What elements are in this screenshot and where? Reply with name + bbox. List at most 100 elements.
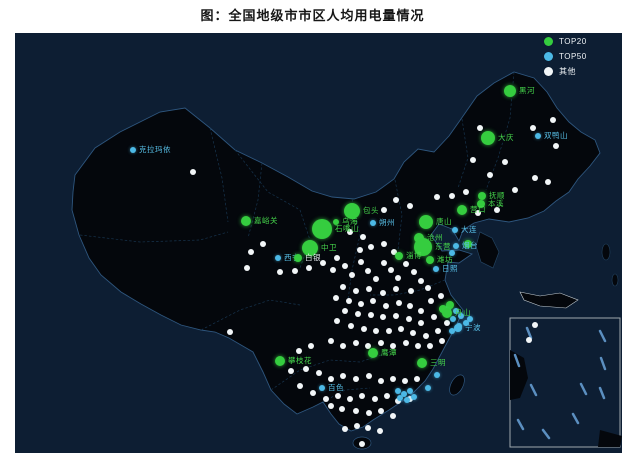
map-dot[interactable] — [502, 159, 508, 165]
map-dot[interactable] — [411, 269, 417, 275]
map-dot[interactable] — [373, 276, 379, 282]
map-dot[interactable] — [357, 247, 363, 253]
map-dot[interactable] — [450, 316, 456, 322]
map-dot[interactable] — [425, 285, 431, 291]
map-dot[interactable] — [545, 179, 551, 185]
map-dot[interactable] — [347, 396, 353, 402]
map-dot[interactable] — [425, 385, 431, 391]
city-dot[interactable] — [478, 192, 486, 200]
map-dot[interactable] — [418, 320, 424, 326]
map-dot[interactable] — [358, 301, 364, 307]
map-dot[interactable] — [368, 244, 374, 250]
map-dot[interactable] — [353, 288, 359, 294]
city-dot[interactable] — [477, 200, 485, 208]
city-dot[interactable] — [453, 243, 459, 249]
map-dot[interactable] — [359, 441, 365, 447]
map-dot[interactable] — [377, 428, 383, 434]
map-dot[interactable] — [550, 117, 556, 123]
map-dot[interactable] — [446, 301, 454, 309]
map-dot[interactable] — [449, 328, 455, 334]
map-dot[interactable] — [303, 366, 309, 372]
map-dot[interactable] — [366, 373, 372, 379]
map-dot[interactable] — [346, 298, 352, 304]
map-dot[interactable] — [423, 333, 429, 339]
city-dot[interactable] — [344, 203, 360, 219]
map-dot[interactable] — [296, 348, 302, 354]
map-dot[interactable] — [380, 290, 386, 296]
map-dot[interactable] — [384, 393, 390, 399]
map-dot[interactable] — [381, 260, 387, 266]
map-dot[interactable] — [418, 278, 424, 284]
city-dot[interactable] — [433, 266, 439, 272]
map-dot[interactable] — [410, 330, 416, 336]
map-dot[interactable] — [402, 378, 408, 384]
map-dot[interactable] — [339, 406, 345, 412]
map-dot[interactable] — [414, 376, 420, 382]
map-dot[interactable] — [395, 275, 401, 281]
city-dot[interactable] — [457, 205, 467, 215]
map-dot[interactable] — [431, 314, 437, 320]
map-dot[interactable] — [381, 207, 387, 213]
city-dot[interactable] — [370, 220, 376, 226]
map-dot[interactable] — [328, 376, 334, 382]
map-dot[interactable] — [477, 125, 483, 131]
city-dot[interactable] — [452, 227, 458, 233]
map-dot[interactable] — [348, 323, 354, 329]
map-dot[interactable] — [395, 388, 401, 394]
map-dot[interactable] — [438, 293, 444, 299]
map-dot[interactable] — [308, 343, 314, 349]
map-dot[interactable] — [316, 370, 322, 376]
map-dot[interactable] — [340, 373, 346, 379]
map-dot[interactable] — [353, 376, 359, 382]
map-dot[interactable] — [190, 169, 196, 175]
map-dot[interactable] — [464, 240, 472, 248]
city-dot[interactable] — [275, 356, 285, 366]
map-dot[interactable] — [526, 337, 532, 343]
map-dot[interactable] — [277, 269, 283, 275]
map-dot[interactable] — [512, 187, 518, 193]
map-dot[interactable] — [463, 320, 469, 326]
map-dot[interactable] — [323, 396, 329, 402]
map-dot[interactable] — [397, 395, 403, 401]
map-dot[interactable] — [453, 308, 459, 314]
map-dot[interactable] — [373, 328, 379, 334]
map-dot[interactable] — [395, 398, 401, 404]
map-dot[interactable] — [292, 268, 298, 274]
map-dot[interactable] — [434, 194, 440, 200]
map-dot[interactable] — [342, 263, 348, 269]
city-dot[interactable] — [414, 238, 432, 256]
city-dot[interactable] — [302, 240, 318, 256]
map-dot[interactable] — [427, 343, 433, 349]
map-dot[interactable] — [415, 343, 421, 349]
map-dot[interactable] — [347, 229, 353, 235]
map-dot[interactable] — [428, 298, 434, 304]
map-dot[interactable] — [408, 288, 414, 294]
map-dot[interactable] — [378, 408, 384, 414]
map-dot[interactable] — [403, 340, 409, 346]
map-dot[interactable] — [361, 326, 367, 332]
map-dot[interactable] — [340, 284, 346, 290]
map-dot[interactable] — [366, 410, 372, 416]
map-dot[interactable] — [365, 425, 371, 431]
map-dot[interactable] — [353, 340, 359, 346]
map-dot[interactable] — [335, 393, 341, 399]
map-dot[interactable] — [383, 303, 389, 309]
map-dot[interactable] — [390, 413, 396, 419]
map-dot[interactable] — [334, 318, 340, 324]
city-dot[interactable] — [454, 324, 462, 332]
map-dot[interactable] — [370, 298, 376, 304]
city-dot[interactable] — [442, 308, 452, 318]
map-dot[interactable] — [391, 249, 397, 255]
map-dot[interactable] — [439, 338, 445, 344]
map-dot[interactable] — [406, 316, 412, 322]
map-dot[interactable] — [378, 378, 384, 384]
map-dot[interactable] — [354, 423, 360, 429]
map-dot[interactable] — [467, 316, 473, 322]
map-dot[interactable] — [449, 193, 455, 199]
map-dot[interactable] — [435, 328, 441, 334]
map-dot[interactable] — [340, 343, 346, 349]
map-dot[interactable] — [244, 265, 250, 271]
map-dot[interactable] — [330, 267, 336, 273]
city-dot[interactable] — [312, 219, 332, 239]
map-dot[interactable] — [393, 313, 399, 319]
